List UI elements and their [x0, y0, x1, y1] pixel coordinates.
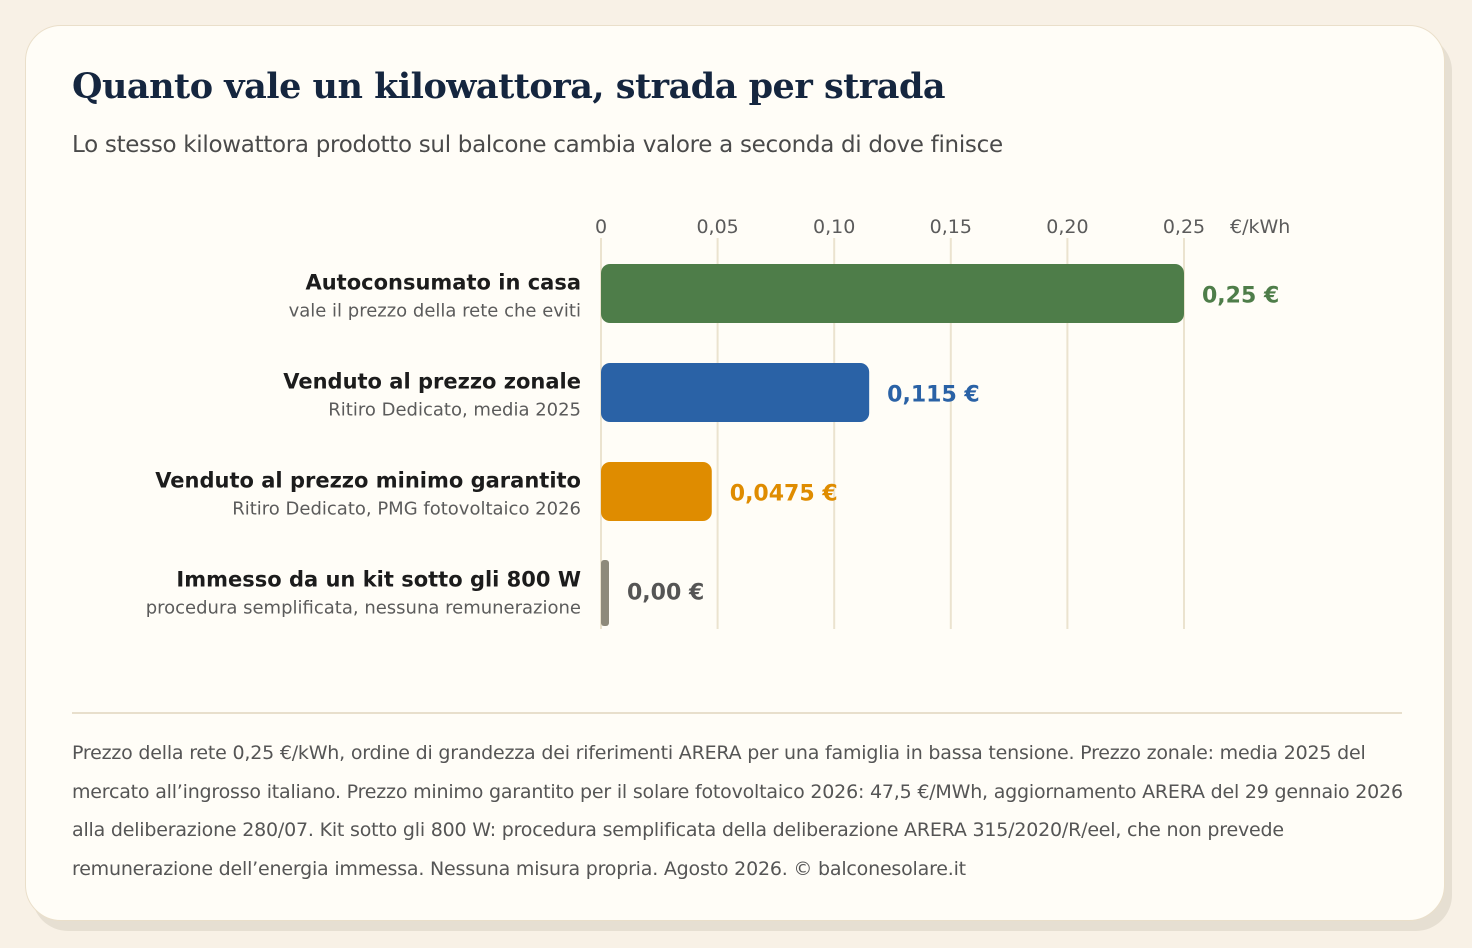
bar-value-label: 0,115 € — [887, 383, 980, 408]
bar-category-label: Venduto al prezzo minimo garantito — [155, 469, 581, 493]
bar-category-sublabel: vale il prezzo della rete che eviti — [289, 301, 581, 322]
axis-unit-label: €/kWh — [1230, 216, 1290, 238]
divider — [72, 712, 1402, 714]
bar-category-sublabel: Ritiro Dedicato, PMG fotovoltaico 2026 — [232, 499, 581, 520]
bar-chart: 0 0,05 0,10 0,15 0,20 0,25 €/kWh Autoconsumato … — [146, 216, 1290, 629]
x-tick-label: 0,25 — [1163, 216, 1205, 238]
bar-category-label: Autoconsumato in casa — [305, 271, 581, 295]
bar-category-sublabel: procedura semplificata, nessuna remunera… — [146, 598, 581, 619]
chart-card: Quanto vale un kilowattora, strada per s… — [25, 25, 1445, 921]
footnote: Prezzo della rete 0,25 €/kWh, ordine di … — [72, 742, 1403, 880]
bar — [601, 264, 1184, 323]
x-tick-label: 0,20 — [1046, 216, 1088, 238]
bar-value-label: 0,0475 € — [730, 482, 838, 507]
x-tick-label: 0 — [595, 216, 607, 238]
x-tick-label: 0,05 — [696, 216, 738, 238]
bar-category-label: Venduto al prezzo zonale — [283, 370, 581, 394]
bar — [601, 363, 870, 422]
chart-title: Quanto vale un kilowattora, strada per s… — [72, 66, 946, 107]
x-tick-label: 0,15 — [930, 216, 972, 238]
x-tick-label: 0,10 — [813, 216, 855, 238]
bar-category-sublabel: Ritiro Dedicato, media 2025 — [328, 400, 581, 421]
bar — [601, 462, 712, 521]
bar — [601, 560, 609, 626]
bar-value-label: 0,00 € — [627, 581, 704, 606]
bar-category-label: Immesso da un kit sotto gli 800 W — [176, 568, 581, 592]
chart-subtitle: Lo stesso kilowattora prodotto sul balco… — [72, 132, 1003, 158]
bar-value-label: 0,25 € — [1202, 284, 1279, 309]
